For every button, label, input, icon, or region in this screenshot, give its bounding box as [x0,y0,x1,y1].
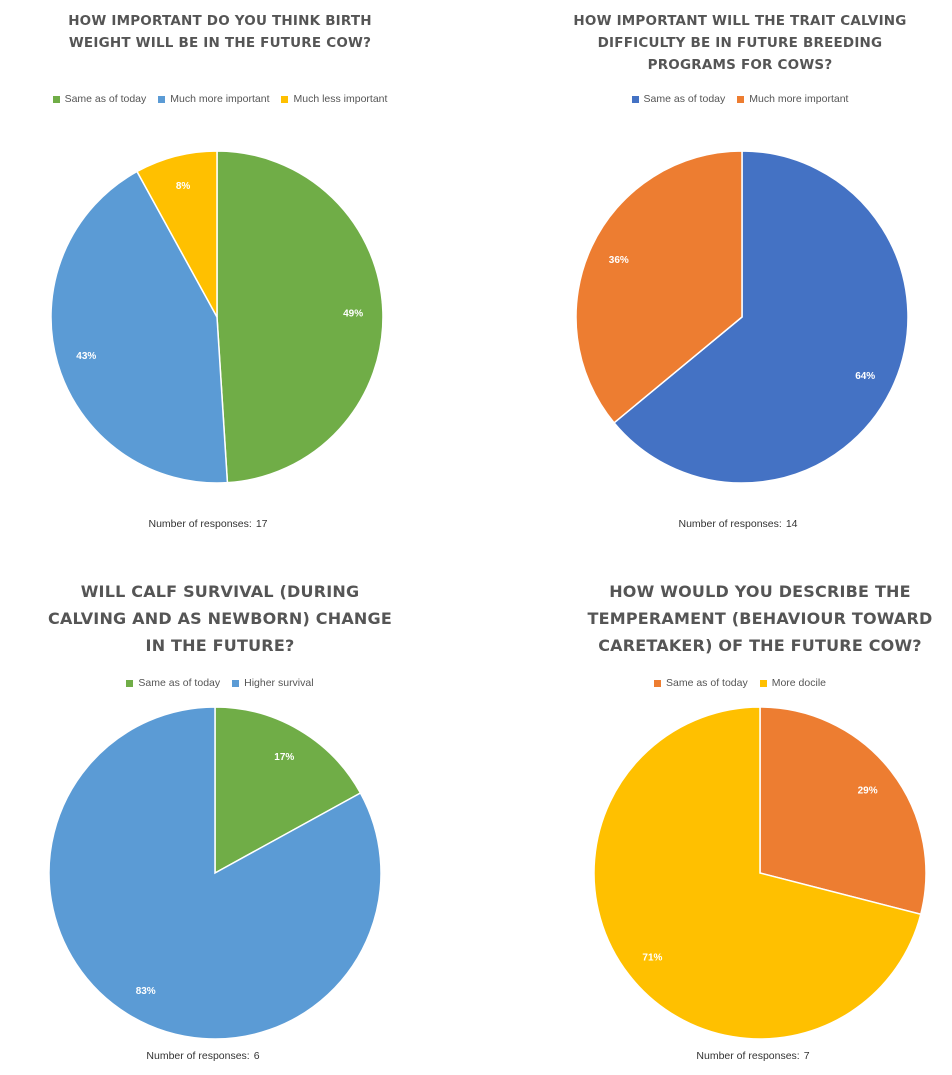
legend-label: Same as of today [138,677,221,689]
chart-4-legend-item: More docile [759,677,826,689]
chart-2-title-line-2: DIFFICULTY BE IN FUTURE BREEDING [597,35,883,51]
legend-swatch [126,679,134,687]
chart-1-slices: 49% 43% 8% [50,150,384,484]
pie-data-label: 36% [609,255,629,266]
responses-count: 7 [803,1050,810,1062]
legend-swatch [654,679,661,687]
responses-count: 17 [255,518,268,530]
chart-1-legend-item: Much more important [158,93,269,105]
pie-slice [50,170,229,484]
chart-4-title-line-3: CARETAKER) OF THE FUTURE COW? [598,636,922,655]
pie-slice [216,150,384,484]
pie-slice [575,150,743,424]
chart-1-title-line-2: WEIGHT WILL BE IN THE FUTURE COW? [68,35,372,51]
pie-data-label: 17% [274,752,294,763]
chart-3-title-line-3: IN THE FUTURE? [145,636,295,655]
chart-1-title: HOW IMPORTANT DO YOU THINK BIRTH WEIGHT … [20,10,420,54]
legend-label: Much more important [749,93,849,105]
legend-label: Same as of today [643,93,726,105]
chart-2-legend-item: Same as of today [631,93,726,105]
legend-swatch [737,95,745,103]
chart-1-legend-item: Much less important [281,93,387,105]
chart-4-legend: Same as of today More docile [560,677,920,689]
chart-3-legend-item: Same as of today [126,677,220,689]
responses-label: Number of responses: [146,1050,250,1062]
legend-label: More docile [771,677,826,689]
pie-slice [214,706,362,875]
legend-label: Much more important [170,93,270,105]
chart-4-legend-item: Same as of today [654,677,748,689]
chart-2-title-line-3: PROGRAMS FOR COWS? [647,57,833,73]
responses-label: Number of responses: [696,1050,800,1062]
chart-3-slices: 17% 83% [48,706,382,1040]
responses-label: Number of responses: [148,518,252,530]
pie-slice [613,150,909,484]
chart-1-responses: Number of responses: 17 [110,518,310,530]
legend-swatch [52,95,60,103]
pie-data-label: 8% [176,181,191,192]
chart-3-legend: Same as of today Higher survival [0,677,440,689]
pie-data-label: 83% [136,986,156,997]
chart-4-responses: Number of responses: 7 [655,1050,855,1062]
legend-label: Much less important [293,93,388,105]
legend-swatch [759,679,767,687]
legend-swatch [631,95,639,103]
chart-4-title-line-2: TEMPERAMENT (BEHAVIOUR TOWARD [587,609,933,628]
pie-data-label: 49% [343,309,363,320]
chart-2-title-line-1: HOW IMPORTANT WILL THE TRAIT CALVING [573,13,907,29]
legend-swatch [158,95,166,103]
pie-data-label: 71% [642,952,662,963]
chart-2-legend-item: Much more important [737,93,848,105]
chart-3-responses: Number of responses: 6 [105,1050,305,1062]
responses-count: 14 [785,518,798,530]
legend-label: Same as of today [64,93,147,105]
chart-2-title: HOW IMPORTANT WILL THE TRAIT CALVING DIF… [530,10,950,76]
chart-3-title-line-2: CALVING AND AS NEWBORN) CHANGE [48,609,392,628]
pie-slice [759,706,927,916]
chart-2-legend: Same as of today Much more important [540,93,940,105]
chart-3-title-line-1: WILL CALF SURVIVAL (DURING [80,582,360,601]
responses-label: Number of responses: [678,518,782,530]
chart-2-slices: 64% 36% [575,150,909,484]
chart-4-slices: 29% 71% [593,706,927,1040]
pie-data-label: 29% [858,786,878,797]
legend-label: Higher survival [244,677,314,689]
chart-4-title: HOW WOULD YOU DESCRIBE THE TEMPERAMENT (… [560,578,952,659]
legend-label: Same as of today [666,677,748,689]
chart-3-title: WILL CALF SURVIVAL (DURING CALVING AND A… [10,578,430,659]
pie-data-label: 43% [76,351,96,362]
chart-1-legend-item: Same as of today [52,93,147,105]
chart-1-title-line-1: HOW IMPORTANT DO YOU THINK BIRTH [68,13,372,29]
legend-swatch [281,95,289,103]
legend-swatch [232,679,240,687]
chart-3-legend-item: Higher survival [232,677,314,689]
pie-data-label: 64% [855,371,875,382]
pie-slice [48,706,382,1040]
chart-4-title-line-1: HOW WOULD YOU DESCRIBE THE [609,582,911,601]
responses-count: 6 [253,1050,260,1062]
pie-slice [593,706,922,1040]
pie-slice [136,150,218,318]
chart-1-legend: Same as of today Much more important Muc… [0,93,440,105]
chart-2-responses: Number of responses: 14 [640,518,840,530]
